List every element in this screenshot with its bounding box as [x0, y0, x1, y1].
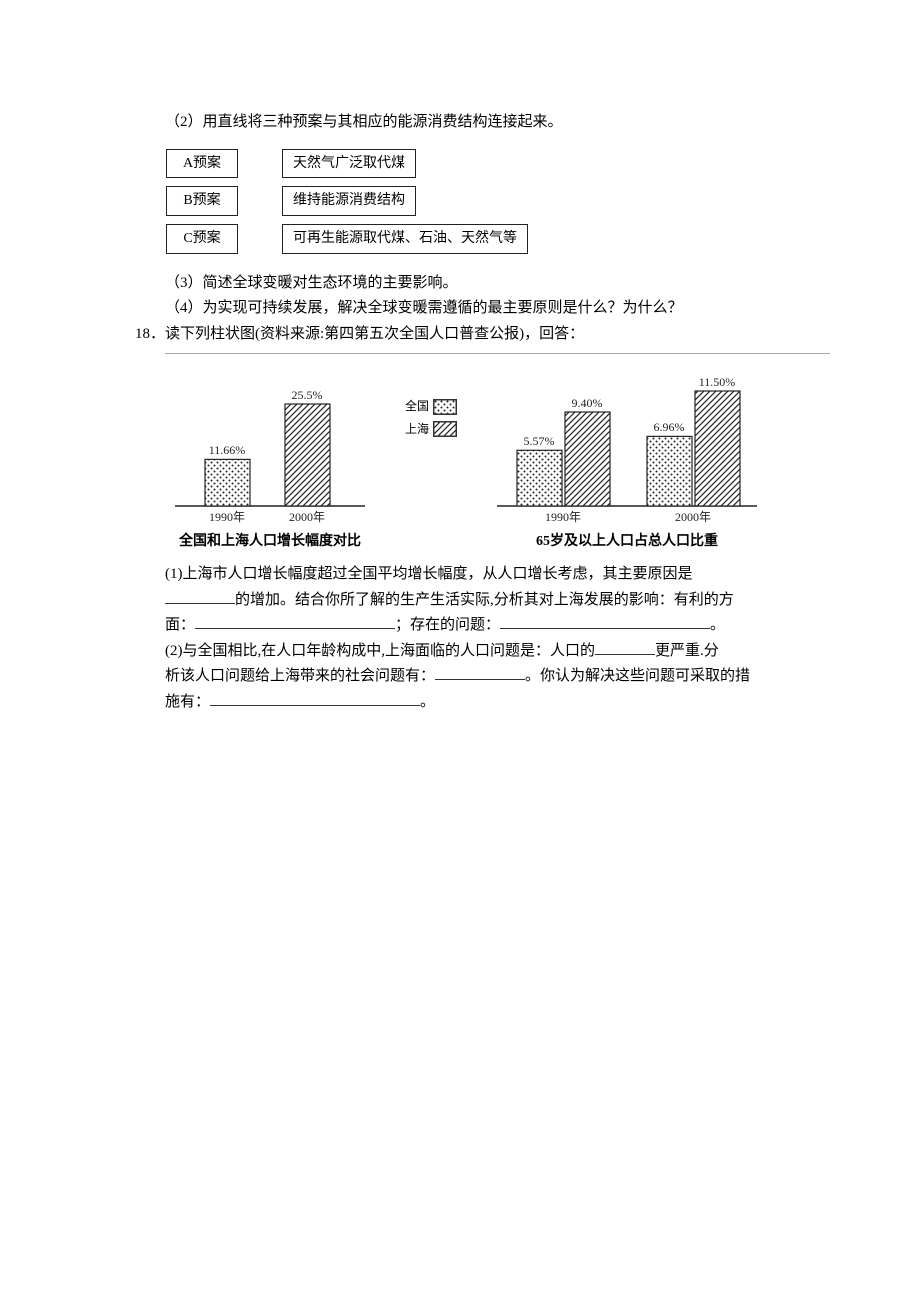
legend-nation: 全国: [405, 396, 457, 416]
q18-p1-line2: 的增加。结合你所了解的生产生活实际,分析其对上海发展的影响：有利的方: [165, 588, 830, 614]
q18-p1-c: 面：: [165, 617, 195, 633]
match-right-a: 天然气广泛取代煤: [282, 149, 416, 179]
match-right-c: 可再生能源取代煤、石油、天然气等: [282, 224, 528, 254]
match-row-c: C预案 可再生能源取代煤、石油、天然气等: [165, 223, 529, 255]
q18-p2-c: 析该人口问题给上海带来的社会问题有：: [165, 668, 435, 684]
q18-answers: (1)上海市人口增长幅度超过全国平均增长幅度，从人口增长考虑，其主要原因是 的增…: [125, 562, 830, 715]
q18-p1-d: ；存在的问题：: [395, 617, 500, 633]
chart1-svg: 11.66% 25.5% 1990年 2000年: [165, 356, 375, 526]
legend-shanghai: 上海: [405, 419, 457, 439]
q18-p2-line3: 施有： 。: [165, 690, 830, 716]
legend-nation-swatch: [433, 399, 457, 415]
legend-shanghai-label: 上海: [405, 419, 429, 439]
blank-social-issue: [435, 664, 525, 680]
chart1-bar-2000: [285, 404, 330, 506]
chart2-label-1990-nation: 5.57%: [524, 434, 555, 448]
chart1-caption: 全国和上海人口增长幅度对比: [179, 530, 361, 554]
chart1-block: 11.66% 25.5% 1990年 2000年 全国和上海人口增长幅度对比: [165, 356, 375, 554]
q18-p1-line1: (1)上海市人口增长幅度超过全国平均增长幅度，从人口增长考虑，其主要原因是: [165, 562, 830, 588]
q18-p1-b: 的增加。结合你所了解的生产生活实际,分析其对上海发展的影响：有利的方: [235, 592, 734, 608]
chart2-bar-2000-shanghai: [695, 391, 740, 506]
chart2-bar-1990-nation: [517, 451, 562, 507]
match-left-a: A预案: [166, 149, 238, 179]
q18-stem: 18．读下列柱状图(资料来源:第四第五次全国人口普查公报)，回答：: [125, 322, 830, 348]
legend-nation-label: 全国: [405, 396, 429, 416]
chart2-bar-2000-nation: [647, 437, 692, 507]
legend-shanghai-swatch: [433, 421, 457, 437]
chart2-xlabel-2000: 2000年: [675, 510, 711, 524]
q18-p2-e: 施有：: [165, 694, 210, 710]
match-right-b: 维持能源消费结构: [282, 186, 416, 216]
q18-p2-b: 更严重.分: [655, 643, 719, 659]
blank-benefit: [195, 613, 395, 629]
matching-table: A预案 天然气广泛取代煤 B预案 维持能源消费结构 C预案 可再生能源取代煤、石…: [165, 142, 529, 261]
blank-problem: [500, 613, 710, 629]
chart1-bar-1990: [205, 460, 250, 507]
chart2-svg: 5.57% 9.40% 6.96% 11.50% 1990年 2000年: [487, 356, 767, 526]
q18-p2-a: (2)与全国相比,在人口年龄构成中,上海面临的人口问题是：人口的: [165, 643, 595, 659]
blank-measures: [210, 690, 420, 706]
chart2-label-2000-shanghai: 11.50%: [699, 375, 736, 389]
chart1-label-1990: 11.66%: [209, 443, 246, 457]
q17-part4-text: （4）为实现可持续发展，解决全球变暖需遵循的最主要原则是什么？为什么？: [125, 296, 830, 322]
chart2-label-2000-nation: 6.96%: [654, 420, 685, 434]
blank-pop-issue: [595, 639, 655, 655]
q18-p2-f: 。: [420, 694, 435, 710]
q18-p1-line3: 面： ；存在的问题： 。: [165, 613, 830, 639]
chart2-bar-1990-shanghai: [565, 412, 610, 506]
chart1-label-2000: 25.5%: [292, 388, 323, 402]
charts-container: 11.66% 25.5% 1990年 2000年 全国和上海人口增长幅度对比 全…: [165, 353, 830, 554]
q18-p2-line1: (2)与全国相比,在人口年龄构成中,上海面临的人口问题是：人口的 更严重.分: [165, 639, 830, 665]
match-row-a: A预案 天然气广泛取代煤: [165, 148, 529, 180]
chart2-xlabel-1990: 1990年: [545, 510, 581, 524]
chart2-block: 5.57% 9.40% 6.96% 11.50% 1990年 2000年 65岁…: [487, 356, 767, 554]
q17-part2-text: （2）用直线将三种预案与其相应的能源消费结构连接起来。: [125, 110, 830, 136]
q17-part3-text: （3）简述全球变暖对生态环境的主要影响。: [125, 271, 830, 297]
match-left-b: B预案: [166, 186, 238, 216]
q18-p2-d: 。你认为解决这些问题可采取的措: [525, 668, 750, 684]
chart1-xlabel-1990: 1990年: [209, 510, 245, 524]
chart2-label-1990-shanghai: 9.40%: [572, 396, 603, 410]
chart1-xlabel-2000: 2000年: [289, 510, 325, 524]
q18-p2-line2: 析该人口问题给上海带来的社会问题有： 。你认为解决这些问题可采取的措: [165, 664, 830, 690]
legend: 全国 上海: [405, 356, 457, 554]
match-left-c: C预案: [166, 224, 238, 254]
q18-p1-a: (1)上海市人口增长幅度超过全国平均增长幅度，从人口增长考虑，其主要原因是: [165, 566, 693, 582]
q18-p1-e: 。: [710, 617, 725, 633]
blank-reason: [165, 588, 235, 604]
chart2-caption: 65岁及以上人口占总人口比重: [536, 530, 718, 554]
match-row-b: B预案 维持能源消费结构: [165, 185, 529, 217]
